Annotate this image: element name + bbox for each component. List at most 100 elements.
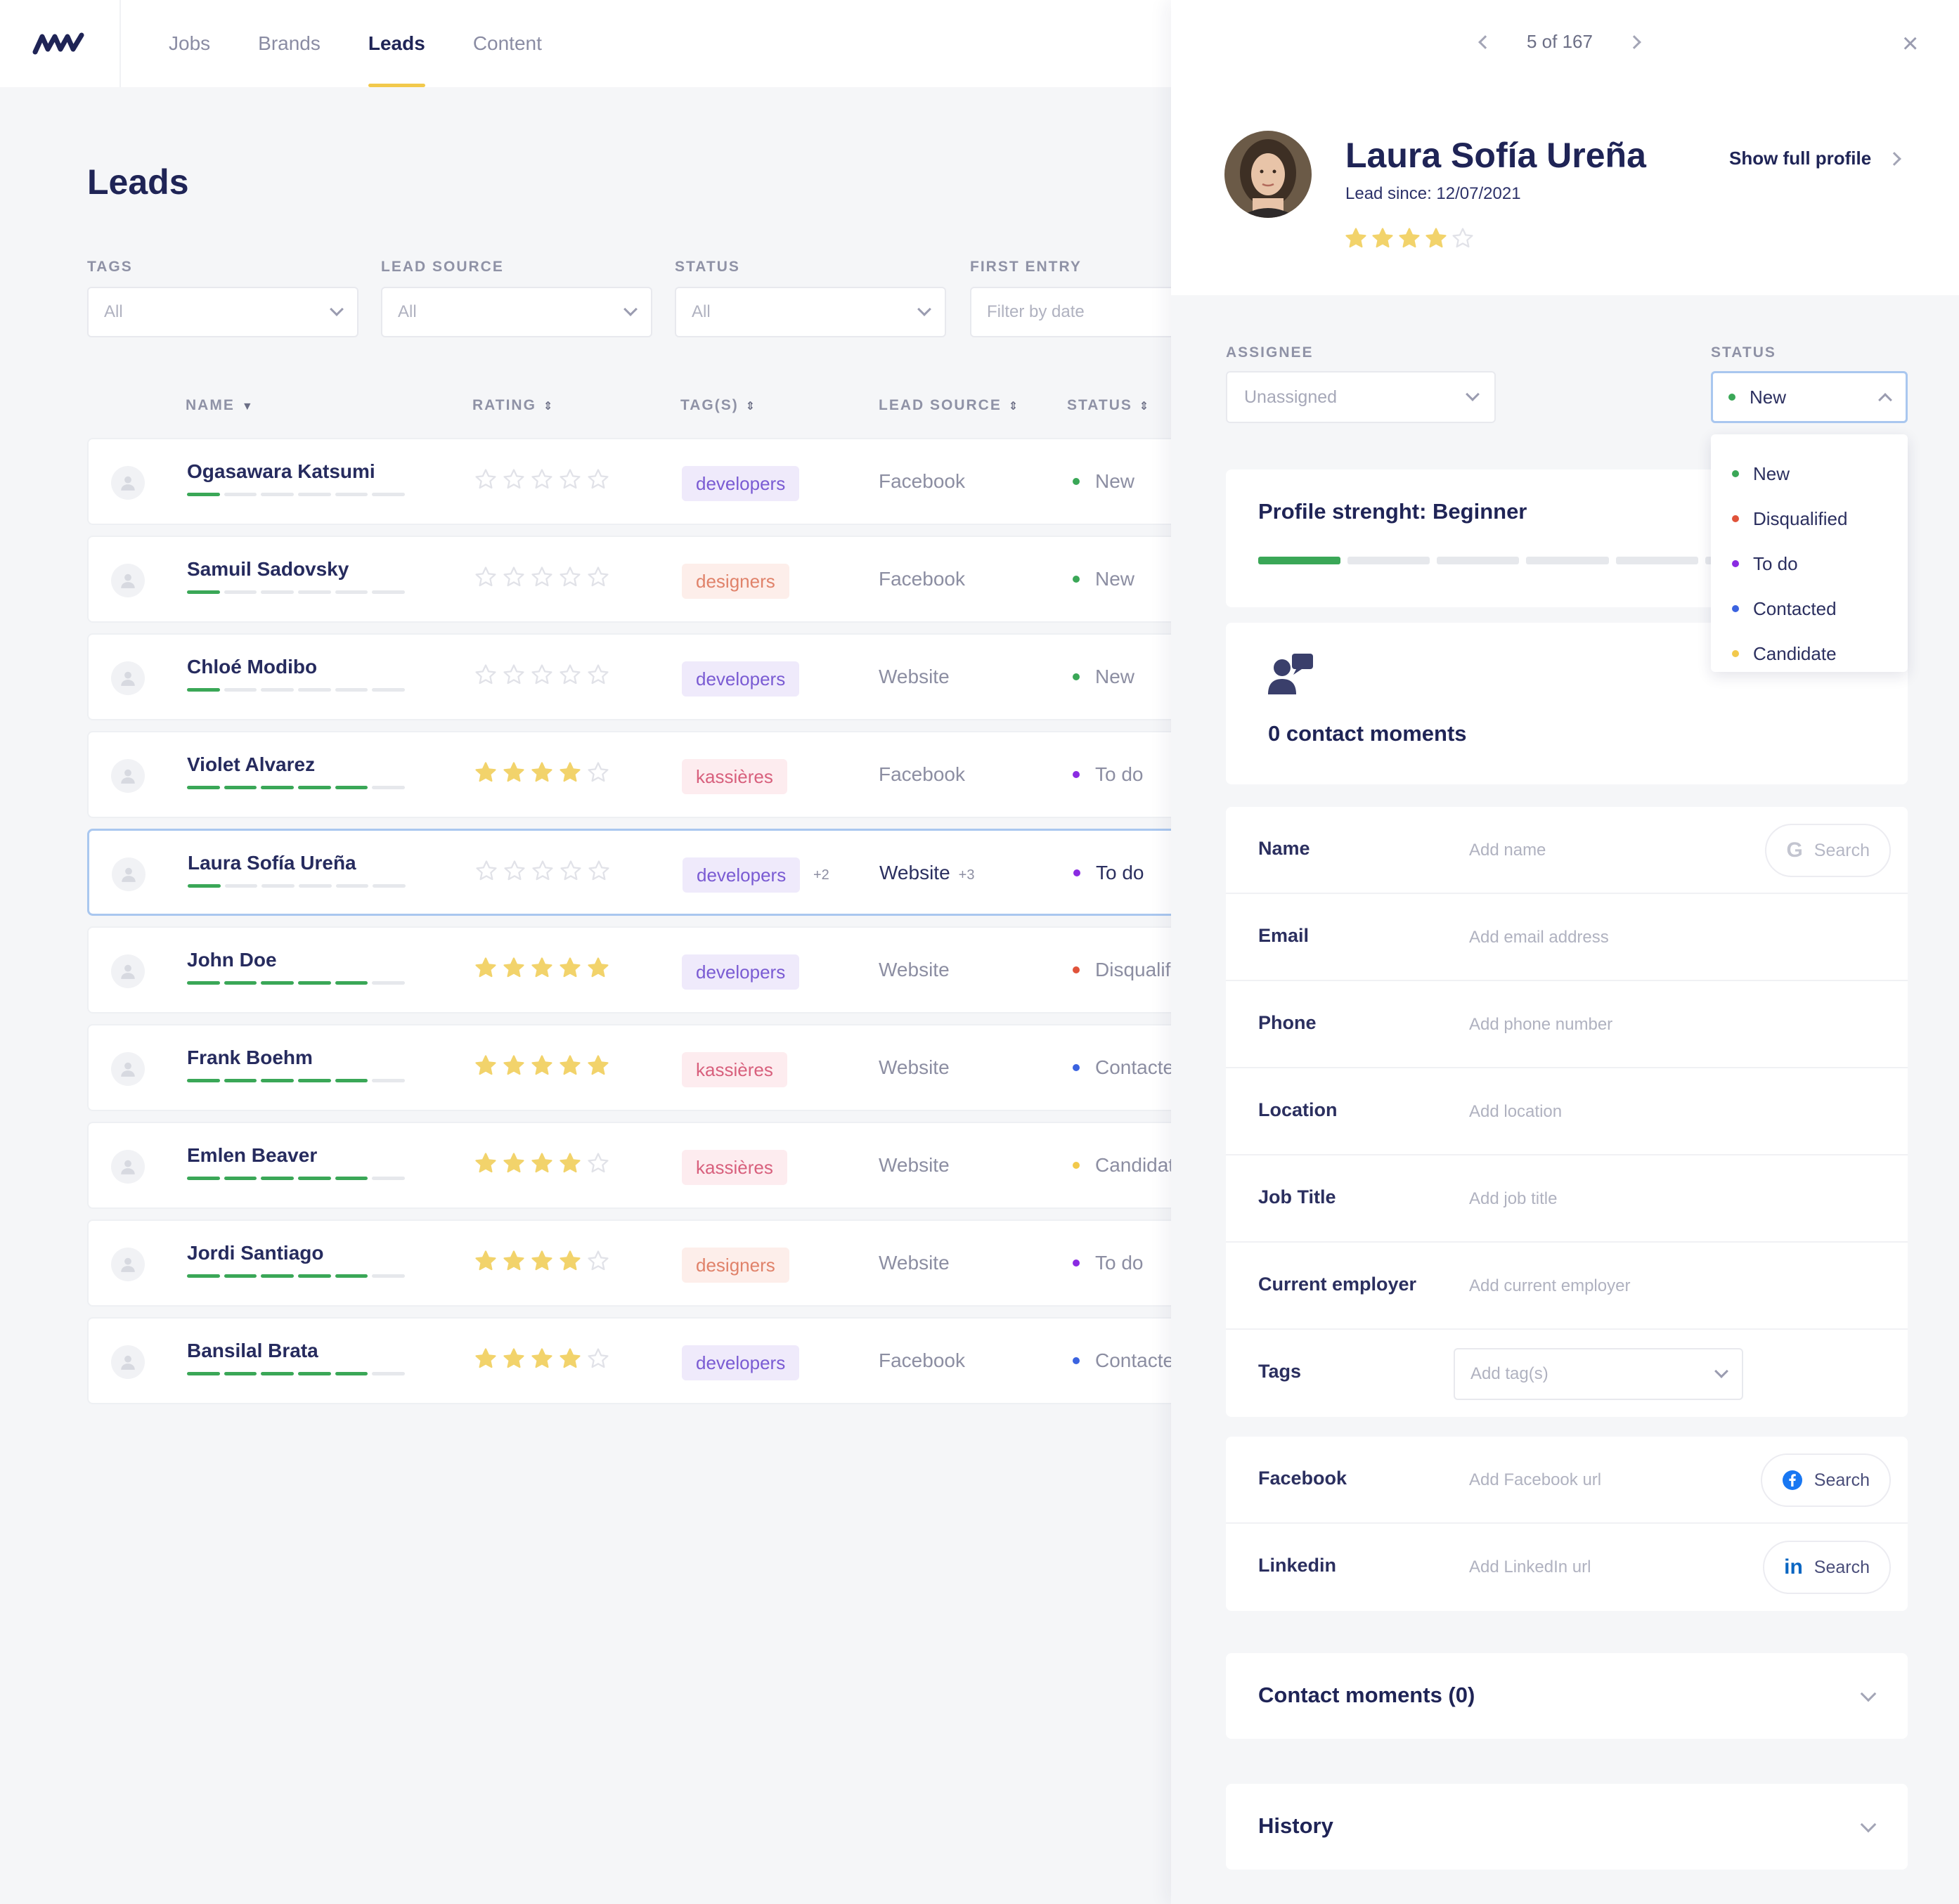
filter-status-select[interactable]: All: [675, 287, 946, 337]
tag-badge[interactable]: kassières: [682, 1150, 787, 1185]
lead-name[interactable]: Ogasawara Katsumi: [187, 460, 375, 482]
filter-tags-select[interactable]: All: [87, 287, 358, 337]
rating-stars[interactable]: [474, 1347, 610, 1374]
lead-rating[interactable]: [1344, 226, 1475, 254]
tag-badge[interactable]: developers: [682, 1345, 800, 1380]
tag-badge[interactable]: developers: [682, 661, 800, 697]
lead-name[interactable]: Chloé Modibo: [187, 656, 318, 678]
lead-name[interactable]: Jordi Santiago: [187, 1242, 324, 1264]
rating-stars[interactable]: [474, 1151, 610, 1179]
status-option[interactable]: New: [1711, 451, 1908, 496]
field-label: Name: [1258, 838, 1310, 859]
contact-moments-accordion[interactable]: Contact moments (0): [1226, 1653, 1908, 1739]
nav-content[interactable]: Content: [472, 32, 542, 54]
rating-stars[interactable]: [474, 859, 611, 886]
column-lead-source[interactable]: LEAD SOURCE ⇕: [879, 397, 1019, 414]
tag-badge[interactable]: kassières: [682, 759, 787, 794]
table-row[interactable]: Samuil Sadovsky designers Facebook New: [87, 536, 1184, 623]
assignee-select[interactable]: Unassigned: [1226, 371, 1496, 423]
star-icon[interactable]: [1451, 226, 1475, 254]
table-row[interactable]: Ogasawara Katsumi developers Facebook New: [87, 438, 1184, 525]
social-search-button[interactable]: in Search: [1763, 1541, 1891, 1594]
status-option[interactable]: Candidate: [1711, 631, 1908, 676]
column-status[interactable]: STATUS ⇕: [1067, 397, 1150, 414]
table-row[interactable]: Chloé Modibo developers Website New: [87, 633, 1184, 720]
rating-stars[interactable]: [474, 467, 610, 495]
field-input[interactable]: Add job title: [1469, 1189, 1558, 1208]
more-tags-count[interactable]: +2: [813, 867, 829, 883]
google-search-button[interactable]: G Search: [1765, 824, 1891, 877]
lead-name[interactable]: John Doe: [187, 949, 277, 971]
social-url-input[interactable]: Add Facebook url: [1469, 1470, 1602, 1489]
lead-name[interactable]: Laura Sofía Ureña: [188, 852, 356, 874]
rating-stars[interactable]: [474, 663, 610, 690]
nav-leads[interactable]: Leads: [368, 0, 425, 87]
star-icon[interactable]: [1344, 226, 1368, 254]
lead-name[interactable]: Bansilal Brata: [187, 1340, 318, 1361]
tags-select[interactable]: Add tag(s): [1454, 1348, 1743, 1400]
status-option[interactable]: Contacted: [1711, 586, 1908, 631]
status-select[interactable]: New: [1711, 371, 1908, 423]
tag-badge[interactable]: developers: [683, 857, 801, 893]
lead-source: Facebook: [879, 568, 965, 590]
field-input[interactable]: Add name: [1469, 841, 1546, 860]
nav-jobs[interactable]: Jobs: [169, 32, 211, 54]
filter-lead-source-select[interactable]: All: [381, 287, 652, 337]
rating-stars[interactable]: [474, 1054, 610, 1081]
progress-segment: [298, 786, 331, 789]
tag-badge[interactable]: designers: [682, 564, 789, 599]
table-row[interactable]: Jordi Santiago designers Website To do: [87, 1219, 1184, 1307]
table-row[interactable]: Laura Sofía Ureña developers +2 Website +3 To…: [87, 829, 1184, 916]
app-logo[interactable]: [0, 0, 121, 87]
tag-badge[interactable]: designers: [682, 1248, 789, 1283]
close-icon[interactable]: ×: [1902, 28, 1919, 59]
nav-brands[interactable]: Brands: [258, 32, 321, 54]
status-option[interactable]: Disqualified: [1711, 496, 1908, 541]
rating-stars[interactable]: [474, 760, 610, 788]
table-row[interactable]: Frank Boehm kassières Website Contacte: [87, 1024, 1184, 1111]
lead-source-value: Facebook: [879, 1349, 965, 1371]
status-text: Contacte: [1095, 1349, 1175, 1371]
progress-segment: [299, 884, 332, 888]
column-rating[interactable]: RATING ⇕: [472, 397, 554, 414]
tag-badge[interactable]: developers: [682, 466, 800, 501]
more-sources-count[interactable]: +3: [958, 867, 975, 883]
rating-stars[interactable]: [474, 1249, 610, 1276]
history-accordion[interactable]: History: [1226, 1784, 1908, 1870]
star-icon[interactable]: [1371, 226, 1395, 254]
rating-stars[interactable]: [474, 956, 610, 983]
field-input[interactable]: Add location: [1469, 1102, 1563, 1121]
tag-badge[interactable]: developers: [682, 954, 800, 990]
progress-segment: [335, 1372, 368, 1375]
tag-badge[interactable]: kassières: [682, 1052, 787, 1087]
star-icon[interactable]: [1397, 226, 1421, 254]
field-input[interactable]: Add email address: [1469, 928, 1609, 947]
logo-icon: [32, 32, 84, 55]
column-tags[interactable]: TAG(S) ⇕: [680, 397, 756, 414]
lead-name[interactable]: Violet Alvarez: [187, 753, 316, 775]
social-url-input[interactable]: Add LinkedIn url: [1469, 1557, 1591, 1576]
status-dot: [1073, 1259, 1080, 1267]
field-input[interactable]: Add current employer: [1469, 1276, 1631, 1295]
star-icon[interactable]: [1424, 226, 1448, 254]
profile-strength-bar: [188, 884, 406, 888]
show-full-profile-link[interactable]: Show full profile: [1729, 148, 1902, 169]
table-row[interactable]: Violet Alvarez kassières Facebook To do: [87, 731, 1184, 818]
status-option[interactable]: To do: [1711, 541, 1908, 586]
lead-name[interactable]: Frank Boehm: [187, 1047, 313, 1068]
social-search-button[interactable]: Search: [1760, 1453, 1891, 1507]
next-arrow-icon[interactable]: [1627, 34, 1641, 49]
progress-segment: [224, 884, 258, 888]
table-row[interactable]: Emlen Beaver kassières Website Candidat: [87, 1122, 1184, 1209]
table-row[interactable]: Bansilal Brata developers Facebook Contacte: [87, 1317, 1184, 1404]
column-name[interactable]: NAME ▼: [186, 397, 254, 414]
previous-arrow-icon[interactable]: [1478, 34, 1492, 49]
lead-name[interactable]: Samuil Sadovsky: [187, 558, 349, 580]
table-row[interactable]: John Doe developers Website Disqualif: [87, 926, 1184, 1013]
rating-stars[interactable]: [474, 565, 610, 592]
star-icon: [502, 1249, 526, 1276]
lead-name[interactable]: Emlen Beaver: [187, 1144, 318, 1166]
star-icon: [558, 663, 582, 690]
field-input[interactable]: Add phone number: [1469, 1015, 1613, 1034]
status-text: Contacte: [1095, 1056, 1175, 1078]
